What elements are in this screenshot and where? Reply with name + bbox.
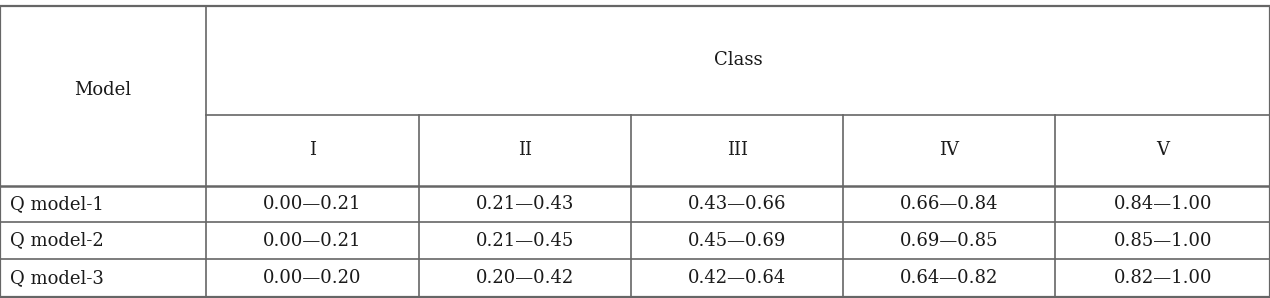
Text: Model: Model bbox=[75, 81, 131, 99]
Text: III: III bbox=[726, 142, 748, 159]
Text: Q model-3: Q model-3 bbox=[10, 269, 104, 287]
Text: 0.84—1.00: 0.84—1.00 bbox=[1114, 195, 1212, 213]
Text: 0.20—0.42: 0.20—0.42 bbox=[476, 269, 574, 287]
Text: Q model-2: Q model-2 bbox=[10, 232, 104, 250]
Text: 0.82—1.00: 0.82—1.00 bbox=[1114, 269, 1212, 287]
Text: II: II bbox=[518, 142, 532, 159]
Text: 0.00—0.21: 0.00—0.21 bbox=[263, 195, 362, 213]
Text: 0.66—0.84: 0.66—0.84 bbox=[900, 195, 998, 213]
Text: 0.45—0.69: 0.45—0.69 bbox=[688, 232, 786, 250]
Text: 0.64—0.82: 0.64—0.82 bbox=[900, 269, 998, 287]
Text: 0.00—0.20: 0.00—0.20 bbox=[263, 269, 362, 287]
Text: IV: IV bbox=[940, 142, 959, 159]
Text: 0.21—0.45: 0.21—0.45 bbox=[476, 232, 574, 250]
Text: Class: Class bbox=[714, 51, 762, 69]
Text: 0.43—0.66: 0.43—0.66 bbox=[688, 195, 786, 213]
Text: 0.00—0.21: 0.00—0.21 bbox=[263, 232, 362, 250]
Text: 0.85—1.00: 0.85—1.00 bbox=[1114, 232, 1212, 250]
Text: 0.69—0.85: 0.69—0.85 bbox=[900, 232, 998, 250]
Text: V: V bbox=[1156, 142, 1170, 159]
Text: 0.42—0.64: 0.42—0.64 bbox=[688, 269, 786, 287]
Text: 0.21—0.43: 0.21—0.43 bbox=[476, 195, 574, 213]
Text: I: I bbox=[309, 142, 316, 159]
Text: Q model-1: Q model-1 bbox=[10, 195, 104, 213]
